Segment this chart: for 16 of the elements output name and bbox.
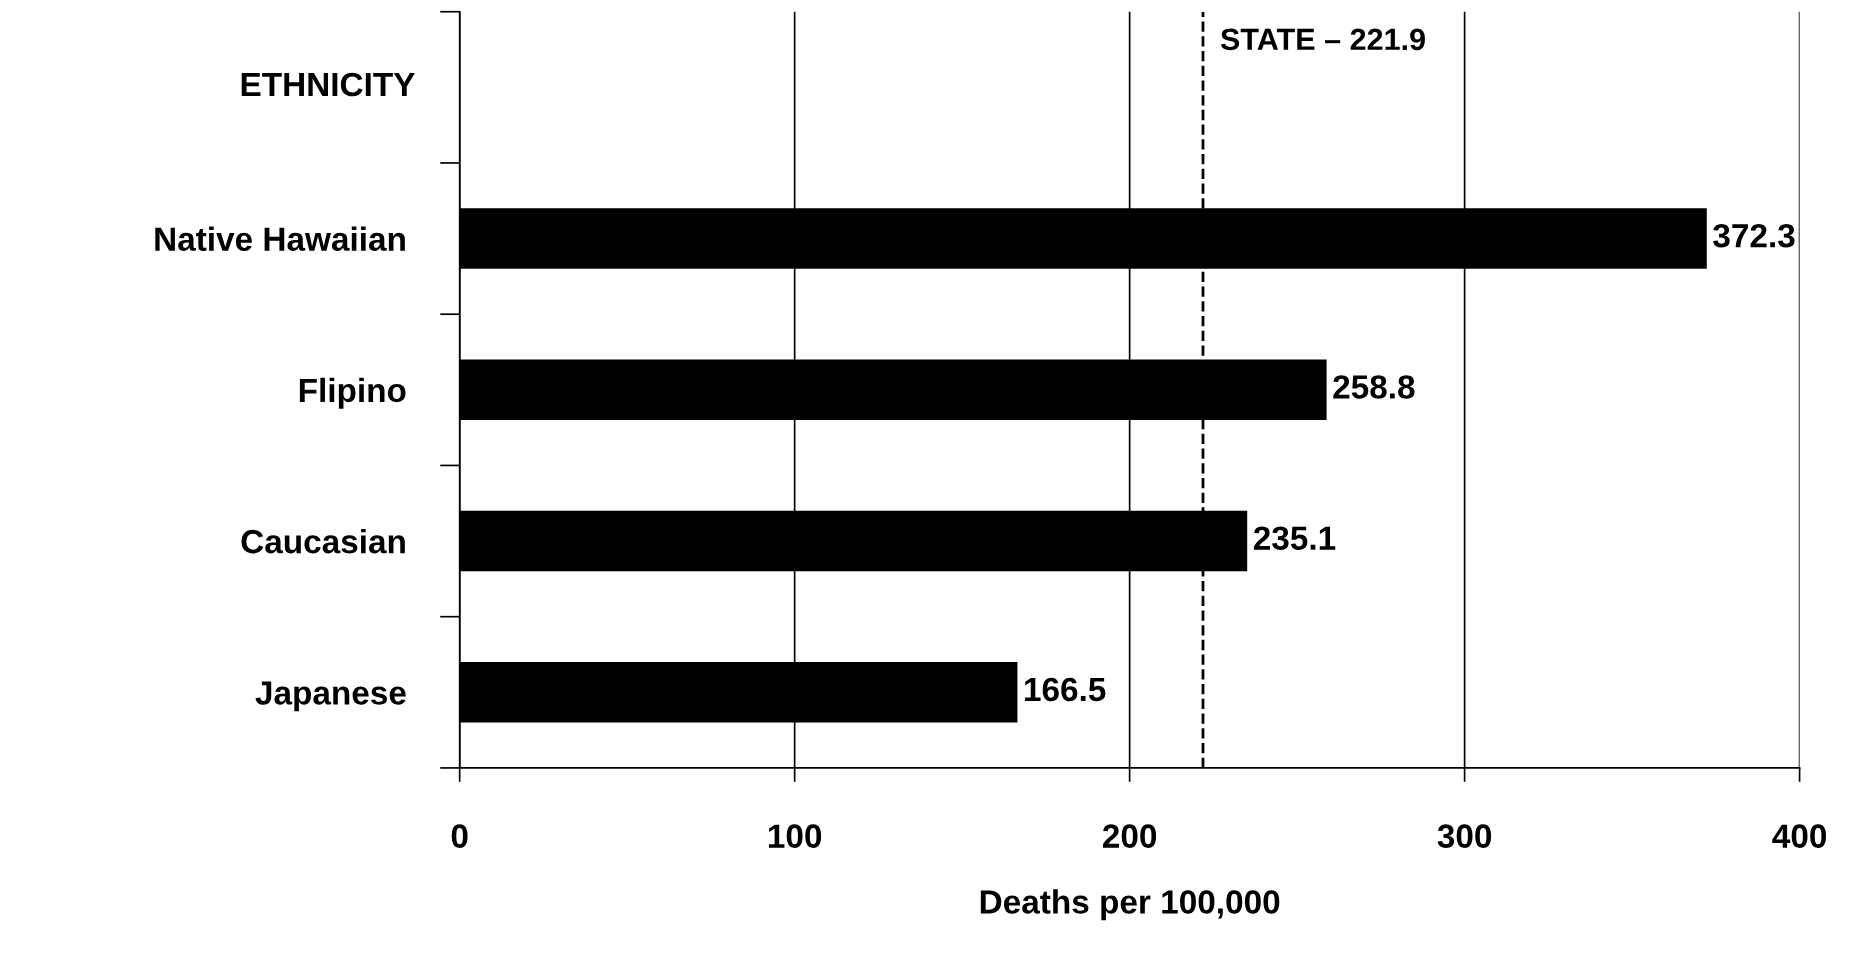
y-tick-label: Flipino xyxy=(299,377,406,409)
x-axis-title: Deaths per 100,000 xyxy=(980,889,1280,921)
x-tick-label: 300 xyxy=(1437,824,1492,849)
data-label: 372.3 xyxy=(1713,223,1795,248)
x-tick-label: 100 xyxy=(768,824,822,848)
y-tick-label: Japanese xyxy=(255,681,406,712)
data-label: 235.1 xyxy=(1253,526,1336,551)
y-tick-label: Native Hawaiian xyxy=(155,226,405,251)
x-tick-label: 200 xyxy=(1102,824,1157,848)
y-tick-label: Caucasian xyxy=(241,528,405,554)
ref-line-label: STATE – 221.9 xyxy=(1220,28,1425,51)
y-axis-title: ETHNICITY xyxy=(241,72,415,97)
x-tick-label: 400 xyxy=(1772,824,1827,848)
x-tick-label: 0 xyxy=(451,824,468,848)
data-label: 258.8 xyxy=(1333,375,1415,399)
data-label: 166.5 xyxy=(1025,677,1106,702)
